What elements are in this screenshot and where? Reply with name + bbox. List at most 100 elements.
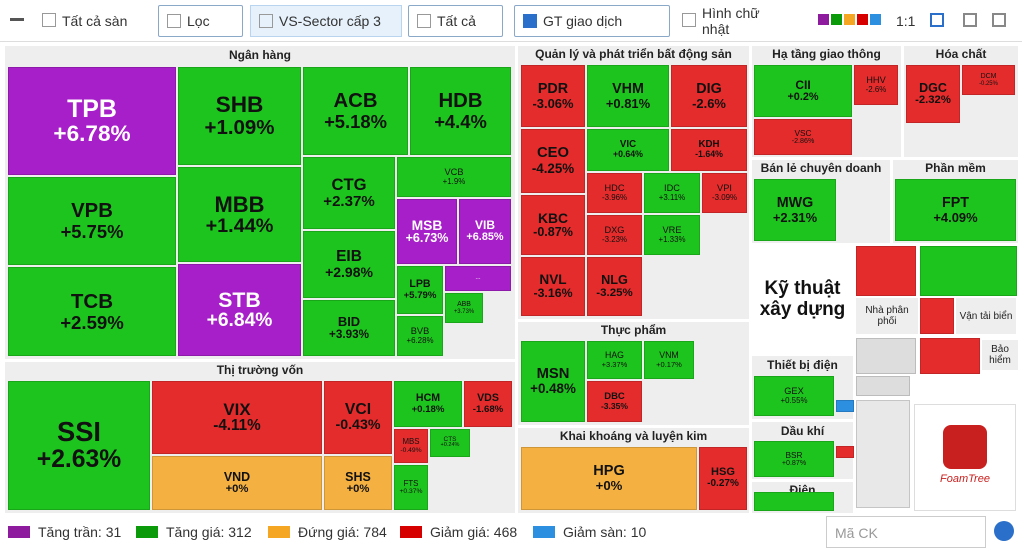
ticker: MWG (776, 194, 814, 211)
sector: Bảo hiểm (982, 340, 1018, 370)
toolbar-button[interactable]: 1:1 (890, 5, 920, 37)
stock-tile[interactable]: SSI +2.63% (8, 381, 150, 510)
stock-tile[interactable]: HCM +0.18% (394, 381, 462, 427)
ticker: EIB (336, 248, 362, 266)
stock-tile[interactable]: MSN +0.48% (521, 341, 585, 422)
stock-tile[interactable]: VDS -1.68% (464, 381, 512, 427)
stock-tile[interactable]: MBB +1.44% (178, 167, 301, 262)
stock-tile[interactable]: DCM -0.25% (962, 65, 1015, 95)
stock-tile[interactable]: HSG -0.27% (699, 447, 747, 510)
stock-tile[interactable]: HDB +4.4% (410, 67, 511, 155)
stock-tile[interactable]: CII +0.2% (754, 65, 852, 117)
change: +2.98% (325, 264, 373, 281)
change: +2.31% (772, 209, 818, 225)
toolbar-label: Lọc (187, 13, 210, 29)
stock-tile[interactable]: VIX -4.11% (152, 381, 322, 454)
stock-tile[interactable]: KBC -0.87% (521, 195, 585, 255)
stock-tile[interactable]: VIC +0.64% (587, 129, 669, 171)
stock-tile[interactable]: VND +0% (152, 456, 322, 510)
stock-tile[interactable]: VCI -0.43% (324, 381, 392, 454)
stock-tile[interactable]: DGC -2.32% (906, 65, 960, 123)
toolbar-button[interactable]: GT giao dịch (514, 5, 670, 37)
toolbar-button[interactable]: Hình chữ nhật (674, 5, 790, 37)
stock-tile[interactable]: DXG -3.23% (587, 215, 642, 255)
stock-tile[interactable]: TPB +6.78% (8, 67, 176, 175)
stock-tile[interactable]: BID +3.93% (303, 300, 395, 356)
ticker: CII (795, 77, 811, 92)
stock-tile[interactable]: MBS -0.49% (394, 429, 428, 463)
stock-tile[interactable]: DIG -2.6% (671, 65, 747, 127)
globe-button[interactable] (994, 521, 1014, 541)
stock-tile[interactable]: VPI -3.09% (702, 173, 747, 213)
stock-tile[interactable]: VRE +1.33% (644, 215, 700, 255)
search-placeholder: Mã CK (835, 525, 878, 541)
stock-tile[interactable]: HDC -3.96% (587, 173, 642, 213)
stock-tile[interactable]: FPT +4.09% (895, 179, 1016, 241)
stock-tile[interactable]: STB +6.84% (178, 264, 301, 356)
ticker: NVL (539, 271, 567, 287)
ticker: DGC (919, 80, 947, 95)
stock-tile[interactable]: CTS +0.24% (430, 429, 470, 457)
stock-tile[interactable]: VPB +5.75% (8, 177, 176, 265)
ticker: VPI (717, 183, 732, 193)
stock-tile[interactable]: ACB +5.18% (303, 67, 408, 155)
stock-tile[interactable]: MSB +6.73% (397, 199, 457, 264)
stock-tile[interactable]: IDC +3.11% (644, 173, 700, 213)
ticker: FPT (941, 194, 970, 211)
stock-tile[interactable]: HHV -2.6% (854, 65, 898, 105)
ticker: VNM (659, 350, 679, 361)
stock-tile[interactable]: VHM +0.81% (587, 65, 669, 127)
change: +0.2% (787, 90, 819, 103)
collapse-icon (10, 18, 24, 21)
stock-tile[interactable]: NLG -3.25% (587, 257, 642, 316)
legend-item: Tăng giá: 312 (136, 522, 252, 542)
stock-tile[interactable]: VCB +1.9% (397, 157, 511, 197)
sector: Nhà phân phối (856, 298, 918, 334)
stock-tile[interactable]: EIB +2.98% (303, 231, 395, 298)
change: +0% (346, 482, 370, 495)
stock-tile[interactable]: BSR +0.87% (754, 441, 834, 477)
stock-tile[interactable]: NVL -3.16% (521, 257, 585, 316)
expand-icon[interactable] (992, 13, 1006, 27)
stock-tile[interactable]: MWG +2.31% (754, 179, 836, 241)
ticker: STB (218, 287, 261, 312)
share-icon[interactable] (963, 13, 977, 27)
stock-tile[interactable]: VIB +6.85% (459, 199, 511, 264)
stock-tile[interactable]: FTS +0.37% (394, 465, 428, 510)
stock-tile[interactable]: PDR -3.06% (521, 65, 585, 127)
toolbar-button[interactable]: Lọc (158, 5, 243, 37)
change: -2.32% (915, 93, 951, 106)
stock-tile[interactable]: BVB +6.28% (397, 316, 443, 356)
toolbar-button[interactable]: Tất cả (408, 5, 503, 37)
search-box[interactable]: Mã CK (826, 516, 986, 548)
stock-tile[interactable]: TCB +2.59% (8, 267, 176, 356)
save-icon[interactable] (930, 13, 944, 27)
change: +2.63% (36, 445, 122, 473)
stock-tile[interactable]: HAG +3.37% (587, 341, 642, 379)
stock-tile[interactable]: SHS +0% (324, 456, 392, 510)
toolbar-button[interactable]: VS-Sector cấp 3 (250, 5, 402, 37)
stock-tile[interactable]: DBC -3.35% (587, 381, 642, 422)
stock-tile[interactable]: GEX +0.55% (754, 376, 834, 416)
ticker: KBC (537, 210, 569, 227)
change: +0.87% (781, 458, 807, 467)
ticker: ... (475, 274, 481, 282)
stock-tile[interactable]: KDH -1.64% (671, 129, 747, 171)
stock-tile[interactable]: LPB +5.79% (397, 266, 443, 314)
change: +6.28% (406, 335, 434, 345)
stock-tile[interactable]: SHB +1.09% (178, 67, 301, 165)
stock-tile[interactable]: CTG +2.37% (303, 157, 395, 229)
stock-tile[interactable]: VSC -2.86% (754, 119, 852, 155)
filler-tile (920, 338, 980, 374)
stock-tile[interactable]: ... (445, 266, 511, 291)
stock-tile[interactable]: HPG +0% (521, 447, 697, 510)
toolbar-button[interactable]: Tất cả sàn (34, 5, 144, 37)
stock-tile[interactable]: CEO -4.25% (521, 129, 585, 193)
stock-tile[interactable]: ABB +3.73% (445, 293, 483, 323)
toolbar-icon (417, 14, 431, 28)
sector-title: Ngân hàng (229, 48, 291, 63)
change: +1.9% (442, 176, 466, 186)
stock-tile[interactable]: VNM +0.17% (644, 341, 694, 379)
legend-label: Giảm giá: 468 (430, 524, 518, 540)
ticker: VPB (71, 199, 113, 222)
